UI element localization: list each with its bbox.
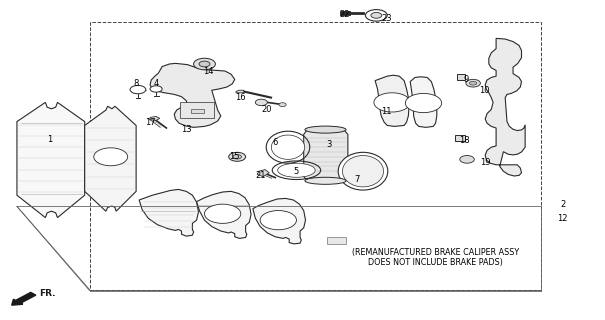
Circle shape: [279, 103, 286, 107]
Polygon shape: [150, 63, 235, 127]
Text: 18: 18: [459, 136, 470, 145]
Ellipse shape: [305, 126, 346, 133]
Ellipse shape: [271, 135, 304, 159]
Text: 10: 10: [479, 86, 489, 95]
Polygon shape: [180, 102, 214, 118]
Text: 13: 13: [181, 125, 192, 134]
Polygon shape: [150, 116, 160, 120]
Polygon shape: [17, 102, 85, 218]
Bar: [90, 22, 541, 290]
Polygon shape: [257, 170, 269, 177]
Circle shape: [204, 204, 241, 223]
Polygon shape: [485, 38, 525, 176]
Polygon shape: [236, 90, 244, 93]
Text: (REMANUFACTURED BRAKE CALIPER ASSY
DOES NOT INCLUDE BRAKE PADS): (REMANUFACTURED BRAKE CALIPER ASSY DOES …: [352, 248, 519, 267]
Text: 1: 1: [47, 135, 52, 144]
Text: 5: 5: [294, 167, 299, 176]
Polygon shape: [327, 237, 346, 244]
Circle shape: [260, 211, 296, 230]
Text: 4: 4: [154, 79, 159, 88]
Circle shape: [150, 86, 162, 92]
Polygon shape: [375, 75, 409, 126]
Polygon shape: [457, 74, 465, 80]
Text: 23: 23: [382, 14, 393, 23]
Text: 15: 15: [229, 152, 240, 161]
Text: 12: 12: [557, 214, 568, 223]
Polygon shape: [197, 191, 251, 238]
Circle shape: [365, 10, 387, 21]
Polygon shape: [85, 106, 136, 211]
Polygon shape: [139, 189, 198, 236]
Circle shape: [130, 85, 146, 94]
Text: 20: 20: [261, 105, 272, 114]
Polygon shape: [410, 77, 437, 127]
Text: 9: 9: [463, 75, 468, 84]
Circle shape: [199, 61, 210, 67]
Text: 22: 22: [339, 10, 350, 19]
Circle shape: [255, 99, 267, 106]
Circle shape: [194, 58, 215, 70]
Text: 3: 3: [326, 140, 331, 149]
Circle shape: [469, 81, 477, 85]
Text: 8: 8: [134, 79, 139, 88]
Polygon shape: [455, 135, 465, 141]
Circle shape: [374, 93, 410, 112]
Text: 19: 19: [480, 158, 491, 167]
Text: 2: 2: [560, 200, 565, 209]
Text: 7: 7: [355, 175, 359, 184]
Text: 16: 16: [235, 93, 246, 102]
Polygon shape: [304, 130, 348, 181]
Polygon shape: [191, 109, 204, 113]
Circle shape: [229, 152, 246, 161]
Circle shape: [233, 155, 241, 159]
Polygon shape: [253, 198, 306, 244]
Text: 11: 11: [381, 108, 391, 116]
Ellipse shape: [342, 156, 384, 187]
Text: FR.: FR.: [39, 289, 56, 298]
Text: 17: 17: [145, 118, 155, 127]
Circle shape: [466, 79, 480, 87]
Ellipse shape: [305, 177, 346, 184]
Circle shape: [460, 156, 474, 163]
Ellipse shape: [338, 152, 388, 190]
Circle shape: [371, 12, 382, 18]
Text: 14: 14: [203, 67, 214, 76]
Circle shape: [405, 93, 442, 113]
Text: 21: 21: [255, 172, 266, 180]
Circle shape: [94, 148, 128, 166]
FancyArrow shape: [11, 292, 36, 305]
Text: 6: 6: [273, 138, 278, 147]
Ellipse shape: [278, 163, 315, 177]
